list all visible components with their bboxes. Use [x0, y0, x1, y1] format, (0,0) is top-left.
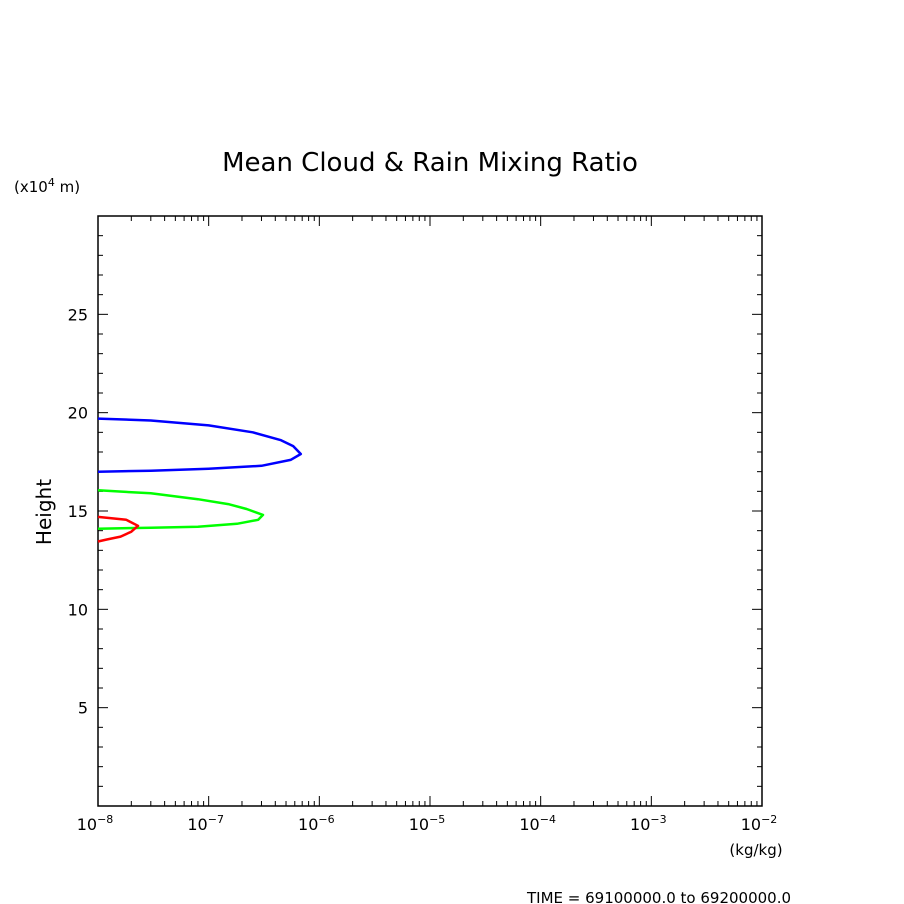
series-line-2	[97, 489, 265, 530]
x-tick-label: 10−4	[519, 813, 556, 834]
x-tick-label: 10−8	[77, 813, 114, 834]
x-unit-label: (kg/kg)	[729, 841, 782, 859]
y-tick-label: 10	[68, 600, 88, 619]
y-unit-suffix: m)	[55, 178, 80, 196]
y-tick-label: 20	[68, 404, 88, 423]
x-tick-label: 10−5	[409, 813, 446, 834]
footer-time-range: TIME = 69100000.0 to 69200000.0	[526, 889, 791, 904]
y-unit-label: (x104 m)	[14, 176, 80, 196]
y-tick-label: 25	[68, 305, 88, 324]
data-series	[97, 417, 303, 543]
x-tick-label: 10−6	[298, 813, 335, 834]
y-tick-label: 5	[78, 699, 88, 718]
tick-labels: 10−8 10−7 10−6 10−5 10−4 10−3 10−2 5 10 15 20 25	[68, 305, 778, 834]
x-tick-label: 10−7	[187, 813, 224, 834]
y-unit-prefix: (x10	[14, 178, 48, 196]
plot-frame	[97, 215, 763, 807]
y-axis-label: Height	[32, 479, 56, 545]
y-tick-label: 15	[68, 502, 88, 521]
y-unit-exponent: 4	[48, 176, 55, 189]
chart-title: Mean Cloud & Rain Mixing Ratio	[222, 148, 638, 178]
axis-ticks	[98, 216, 762, 806]
x-tick-label: 10−3	[630, 813, 667, 834]
series-line-1	[97, 417, 303, 473]
series-line-3	[97, 515, 140, 543]
x-tick-label: 10−2	[741, 813, 778, 834]
